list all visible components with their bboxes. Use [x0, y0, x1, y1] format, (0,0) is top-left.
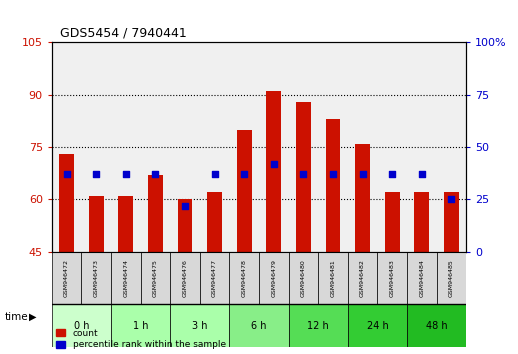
Text: GSM946476: GSM946476: [182, 259, 188, 297]
FancyBboxPatch shape: [348, 304, 407, 347]
Bar: [178, 199, 192, 252]
FancyBboxPatch shape: [348, 252, 378, 304]
Text: GSM946474: GSM946474: [123, 259, 128, 297]
FancyBboxPatch shape: [140, 252, 170, 304]
Point: [92, 171, 100, 177]
Point: [240, 171, 248, 177]
FancyBboxPatch shape: [289, 252, 318, 304]
Point: [329, 171, 337, 177]
Point: [181, 203, 189, 209]
Bar: [148, 175, 163, 252]
Bar: [266, 91, 281, 252]
Text: GSM946481: GSM946481: [330, 259, 336, 297]
FancyBboxPatch shape: [259, 252, 289, 304]
FancyBboxPatch shape: [111, 252, 140, 304]
FancyBboxPatch shape: [170, 304, 229, 347]
Point: [270, 161, 278, 167]
Bar: [237, 130, 252, 252]
Text: ▶: ▶: [28, 312, 36, 322]
Text: 6 h: 6 h: [251, 320, 267, 331]
FancyBboxPatch shape: [111, 304, 170, 347]
Point: [447, 196, 455, 202]
Bar: [296, 102, 311, 252]
Point: [418, 171, 426, 177]
FancyBboxPatch shape: [52, 252, 81, 304]
FancyBboxPatch shape: [318, 252, 348, 304]
Text: 48 h: 48 h: [426, 320, 448, 331]
Bar: [414, 193, 429, 252]
Point: [299, 171, 308, 177]
FancyBboxPatch shape: [229, 252, 259, 304]
FancyBboxPatch shape: [437, 252, 466, 304]
Bar: [385, 193, 399, 252]
Bar: [119, 196, 133, 252]
Text: GSM946485: GSM946485: [449, 259, 454, 297]
Text: 0 h: 0 h: [74, 320, 89, 331]
Point: [151, 171, 160, 177]
FancyBboxPatch shape: [289, 304, 348, 347]
Point: [210, 171, 219, 177]
Text: GDS5454 / 7940441: GDS5454 / 7940441: [60, 27, 187, 40]
Text: 1 h: 1 h: [133, 320, 148, 331]
Text: GSM946480: GSM946480: [301, 259, 306, 297]
Bar: [444, 193, 459, 252]
Text: GSM946473: GSM946473: [94, 259, 99, 297]
FancyBboxPatch shape: [378, 252, 407, 304]
Point: [388, 171, 396, 177]
Text: GSM946479: GSM946479: [271, 259, 276, 297]
Text: GSM946475: GSM946475: [153, 259, 158, 297]
Point: [358, 171, 367, 177]
Text: time: time: [5, 312, 29, 322]
Bar: [59, 154, 74, 252]
Text: GSM946472: GSM946472: [64, 259, 69, 297]
Text: GSM946482: GSM946482: [360, 259, 365, 297]
Text: GSM946483: GSM946483: [390, 259, 395, 297]
FancyBboxPatch shape: [81, 252, 111, 304]
Point: [63, 171, 71, 177]
Text: 12 h: 12 h: [307, 320, 329, 331]
Bar: [326, 119, 340, 252]
Bar: [355, 144, 370, 252]
Legend: count, percentile rank within the sample: count, percentile rank within the sample: [56, 329, 226, 349]
FancyBboxPatch shape: [407, 252, 437, 304]
FancyBboxPatch shape: [200, 252, 229, 304]
FancyBboxPatch shape: [170, 252, 200, 304]
FancyBboxPatch shape: [407, 304, 466, 347]
Text: GSM946478: GSM946478: [242, 259, 247, 297]
FancyBboxPatch shape: [52, 304, 111, 347]
Bar: [89, 196, 104, 252]
Text: GSM946477: GSM946477: [212, 259, 217, 297]
Point: [122, 171, 130, 177]
Text: 24 h: 24 h: [367, 320, 388, 331]
Bar: [207, 193, 222, 252]
Text: GSM946484: GSM946484: [419, 259, 424, 297]
FancyBboxPatch shape: [229, 304, 289, 347]
Text: 3 h: 3 h: [192, 320, 208, 331]
